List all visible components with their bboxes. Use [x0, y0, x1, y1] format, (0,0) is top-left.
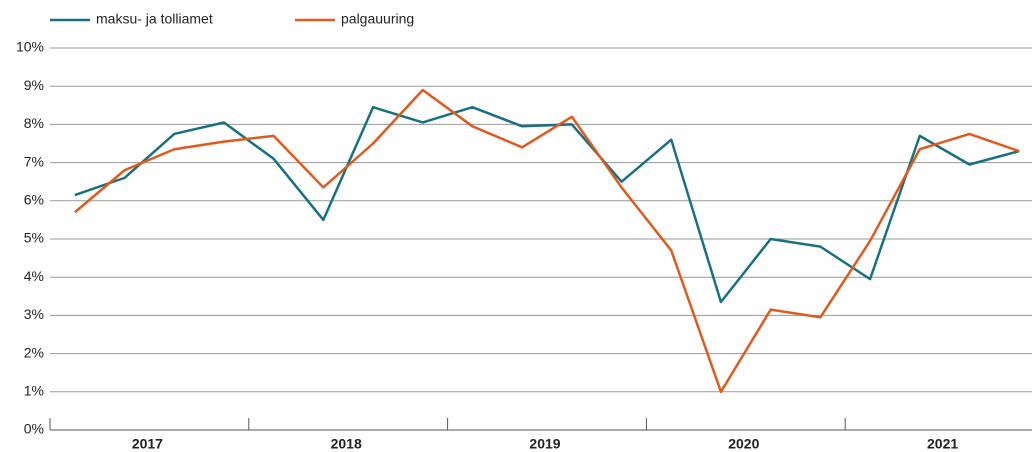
y-tick-label: 4%: [24, 268, 44, 284]
legend-label: maksu- ja tolliamet: [96, 11, 213, 27]
y-tick-label: 3%: [24, 306, 44, 322]
x-group-label: 2018: [331, 436, 362, 452]
y-tick-label: 8%: [24, 115, 44, 131]
y-tick-label: 6%: [24, 192, 44, 208]
y-tick-label: 10%: [16, 39, 44, 55]
y-tick-label: 1%: [24, 383, 44, 399]
y-tick-label: 0%: [24, 421, 44, 437]
y-tick-label: 2%: [24, 344, 44, 360]
x-group-label: 2019: [529, 436, 560, 452]
x-group-label: 2020: [728, 436, 759, 452]
legend-label: palgauuring: [341, 11, 414, 27]
y-tick-label: 5%: [24, 230, 44, 246]
x-group-label: 2017: [132, 436, 163, 452]
y-tick-label: 7%: [24, 153, 44, 169]
y-tick-label: 9%: [24, 77, 44, 93]
line-series: [74, 105, 1020, 304]
line-series: [74, 88, 1020, 394]
x-group-label: 2021: [927, 436, 958, 452]
